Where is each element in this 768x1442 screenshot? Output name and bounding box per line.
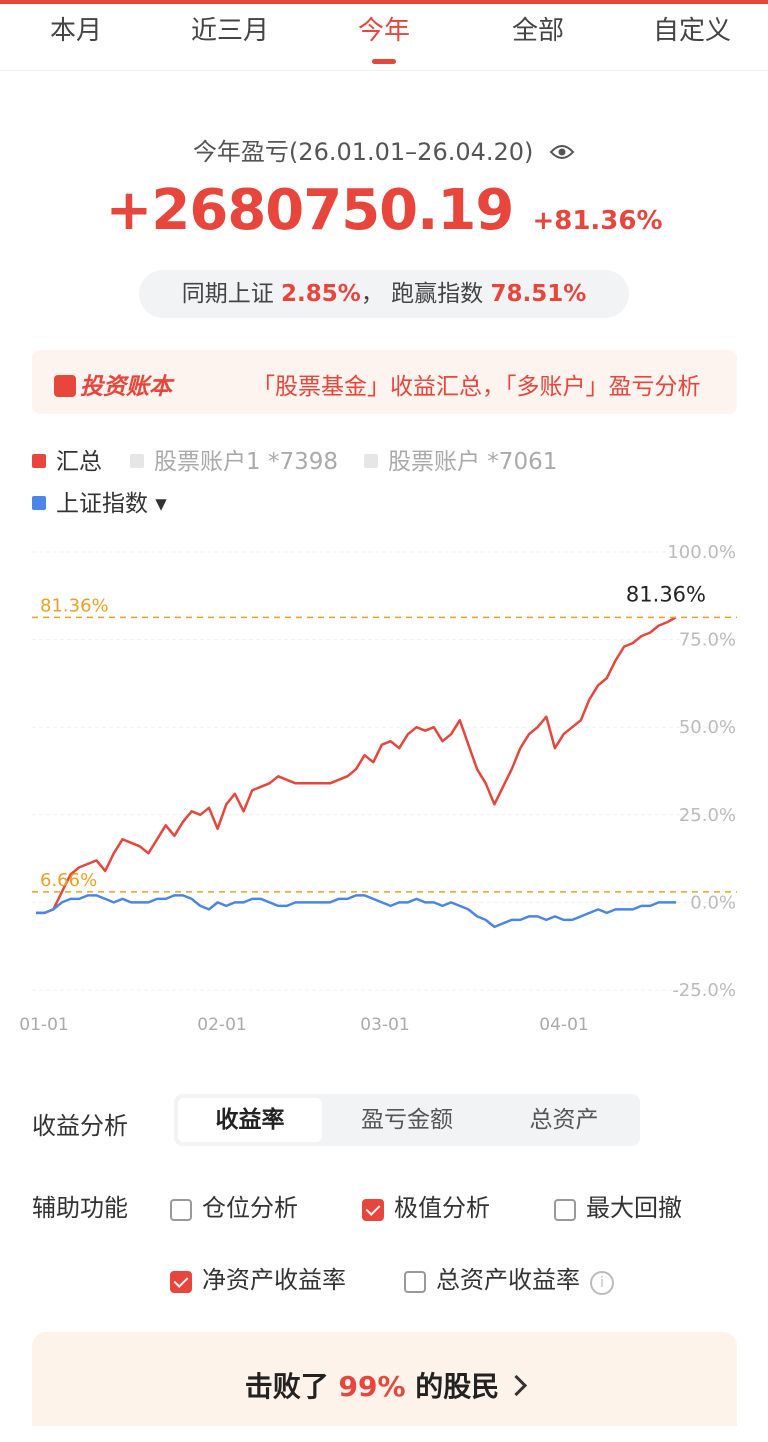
profit-percent: +81.36% xyxy=(532,206,663,236)
y-tick-label: -25.0% xyxy=(672,980,736,1001)
tab-this-month[interactable]: 本月 xyxy=(49,16,102,46)
checkbox-label: 总资产收益率 xyxy=(436,1266,580,1294)
profit-title: 今年盈亏(26.01.01–26.04.20) xyxy=(0,132,768,167)
y-tick-label: 50.0% xyxy=(679,717,736,738)
banner-logo: 投资账本 xyxy=(54,367,172,401)
checkbox-label: 仓位分析 xyxy=(202,1194,298,1222)
analysis-segmented-control: 收益率 盈亏金额 总资产 xyxy=(174,1094,640,1146)
x-tick-label: 02-01 xyxy=(197,1015,246,1035)
period-tabs: 本月 近三月 今年 全部 自定义 xyxy=(0,4,768,71)
beat-value: 99% xyxy=(338,1370,406,1403)
compare-label-1: 同期上证 xyxy=(181,281,274,307)
beat-prefix: 击败了 xyxy=(244,1370,339,1403)
y-tick-label: 25.0% xyxy=(679,805,736,826)
legend-swatch xyxy=(364,454,378,468)
y-tick-label: 75.0% xyxy=(679,630,736,651)
legend-swatch xyxy=(32,454,46,468)
top-accent-line xyxy=(0,0,768,4)
min-marker-label: 6.66% xyxy=(40,870,97,891)
seg-profit-amount[interactable]: 盈亏金额 xyxy=(361,1107,453,1133)
checkbox-label: 极值分析 xyxy=(394,1194,490,1222)
analysis-label: 收益分析 xyxy=(32,1112,128,1140)
checkbox-label: 净资产收益率 xyxy=(202,1266,346,1294)
tab-this-year[interactable]: 今年 xyxy=(357,16,410,46)
legend-label: 汇总 xyxy=(56,449,102,475)
compare-value-1: 2.85% xyxy=(281,281,361,307)
max-marker-label: 81.36% xyxy=(40,595,109,616)
y-tick-label: 100.0% xyxy=(667,542,736,563)
banner-text: 「股票基金」收益汇总，「多账户」盈亏分析 xyxy=(252,374,701,400)
checkbox-box xyxy=(170,1271,192,1293)
legend-label: 股票账户 *7061 xyxy=(388,449,558,475)
logo-icon xyxy=(54,375,76,397)
legend-label: 上证指数 ▾ xyxy=(56,491,167,517)
index-compare-pill: 同期上证 2.85%， 跑赢指数 78.51% xyxy=(139,270,629,318)
legend-total[interactable]: 汇总 xyxy=(32,442,102,476)
profit-amount: +2680750.19 +81.36% xyxy=(0,178,768,243)
profit-chart: 100.0% 75.0% 50.0% 25.0% 0.0% -25.0% 01-01 02-0… xyxy=(19,542,737,1035)
info-icon[interactable]: i xyxy=(590,1271,614,1295)
checkbox-roa[interactable]: 总资产收益率 i xyxy=(404,1260,614,1295)
tab-all[interactable]: 全部 xyxy=(511,16,564,46)
x-tick-label: 01-01 xyxy=(19,1015,68,1035)
seg-return-rate[interactable]: 收益率 xyxy=(178,1098,322,1142)
legend-account1[interactable]: 股票账户1 *7398 xyxy=(130,442,338,476)
legend-label: 股票账户1 *7398 xyxy=(154,449,338,475)
profit-title-text: 今年盈亏(26.01.01–26.04.20) xyxy=(192,138,534,166)
checkbox-roe[interactable]: 净资产收益率 xyxy=(170,1260,346,1295)
aux-label: 辅助功能 xyxy=(32,1194,128,1222)
active-tab-indicator xyxy=(372,59,396,64)
profit-value: +2680750.19 xyxy=(105,178,514,243)
legend-account2[interactable]: 股票账户 *7061 xyxy=(364,442,557,476)
checkbox-label: 最大回撤 xyxy=(586,1194,682,1222)
promo-banner[interactable]: 投资账本 「股票基金」收益汇总，「多账户」盈亏分析 xyxy=(32,350,737,414)
tab-three-months[interactable]: 近三月 xyxy=(190,16,269,46)
checkbox-max-drawdown[interactable]: 最大回撤 xyxy=(554,1188,682,1223)
checkbox-box xyxy=(170,1199,192,1221)
x-tick-label: 03-01 xyxy=(360,1015,409,1035)
legend-swatch xyxy=(32,496,46,510)
logo-text: 投资账本 xyxy=(80,374,172,400)
checkbox-box xyxy=(362,1199,384,1221)
y-tick-label: 0.0% xyxy=(690,892,736,913)
compare-value-2: 78.51% xyxy=(490,281,587,307)
series-end-label: 81.36% xyxy=(626,582,706,606)
legend-swatch xyxy=(130,454,144,468)
checkbox-position-analysis[interactable]: 仓位分析 xyxy=(170,1188,298,1223)
eye-icon[interactable] xyxy=(549,139,575,167)
checkbox-box xyxy=(554,1199,576,1221)
compare-sep: ， xyxy=(360,281,384,307)
series-line-total xyxy=(36,616,677,915)
x-tick-label: 04-01 xyxy=(539,1015,588,1035)
seg-total-assets[interactable]: 总资产 xyxy=(529,1107,599,1133)
legend-index-dropdown[interactable]: 上证指数 ▾ xyxy=(32,484,167,518)
compare-label-2: 跑赢指数 xyxy=(391,281,484,307)
checkbox-box xyxy=(404,1271,426,1293)
tab-custom[interactable]: 自定义 xyxy=(652,16,731,46)
checkbox-extreme-analysis[interactable]: 极值分析 xyxy=(362,1188,490,1223)
beat-suffix: 的股民 xyxy=(405,1370,500,1403)
chevron-right-icon xyxy=(506,1374,528,1397)
beat-users-card[interactable]: 击败了 99% 的股民 xyxy=(32,1332,737,1426)
series-line-index xyxy=(36,894,676,929)
